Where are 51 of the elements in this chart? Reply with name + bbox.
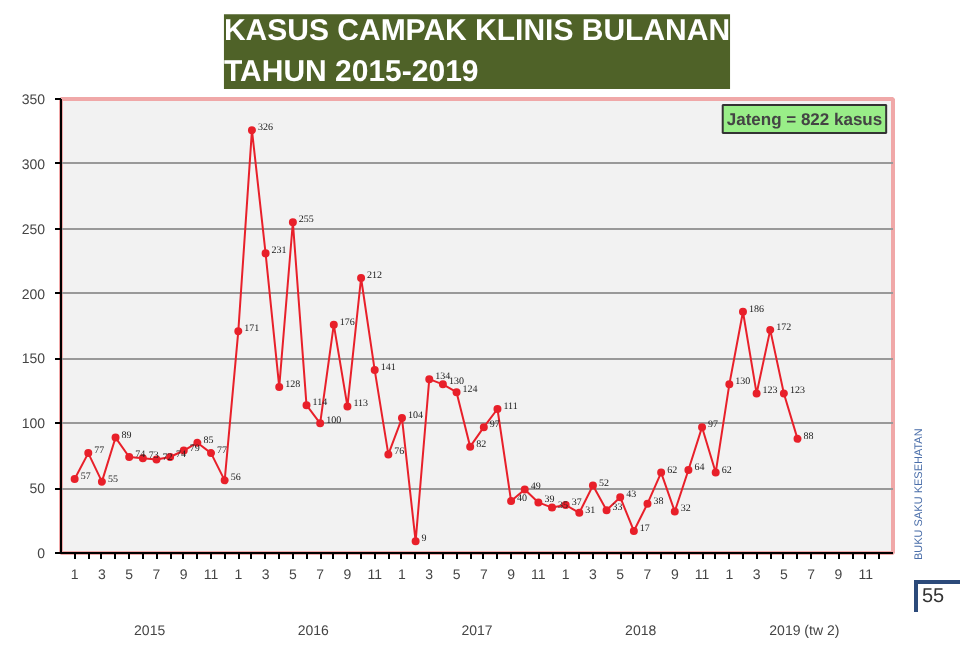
point: [261, 249, 270, 258]
point: [534, 498, 543, 507]
point: [70, 475, 79, 484]
point: [316, 419, 325, 428]
point: [479, 423, 488, 432]
point: [466, 442, 475, 451]
point: [207, 449, 216, 458]
point: [725, 380, 734, 389]
point: [643, 499, 652, 508]
point: [452, 388, 461, 397]
point: [507, 497, 516, 506]
point: [97, 477, 106, 486]
point: [779, 389, 788, 398]
point: [670, 507, 679, 516]
chart-title: KASUS CAMPAK KLINIS BULANAN TAHUN 2015-2019: [223, 14, 731, 89]
point: [548, 503, 557, 512]
point: [411, 537, 420, 546]
point: [357, 274, 366, 282]
point: [629, 526, 638, 535]
point: [302, 401, 311, 410]
point: [384, 450, 393, 459]
point: [520, 485, 529, 494]
point: [493, 405, 502, 414]
point: [275, 382, 284, 391]
point: [111, 433, 120, 442]
point: [84, 449, 93, 458]
point: [738, 307, 747, 316]
point: [698, 423, 707, 432]
text: 55: [922, 584, 945, 612]
point: [370, 366, 379, 375]
point: [125, 453, 134, 462]
point: [588, 481, 597, 490]
point: [752, 389, 761, 398]
point: [657, 468, 666, 477]
point: [425, 375, 434, 384]
point: [288, 218, 297, 227]
point: [220, 476, 229, 485]
point: [575, 508, 584, 517]
point: [438, 380, 447, 389]
point: [711, 468, 720, 477]
annotation: Jateng = 822 kasus: [726, 109, 883, 129]
point: [234, 327, 243, 336]
point: [793, 434, 802, 443]
point: [247, 126, 256, 135]
point: [684, 465, 693, 474]
point: [397, 414, 406, 423]
point: [616, 493, 625, 502]
point: [766, 325, 775, 334]
point: [602, 506, 611, 515]
point: [329, 320, 338, 329]
point: [343, 402, 352, 411]
